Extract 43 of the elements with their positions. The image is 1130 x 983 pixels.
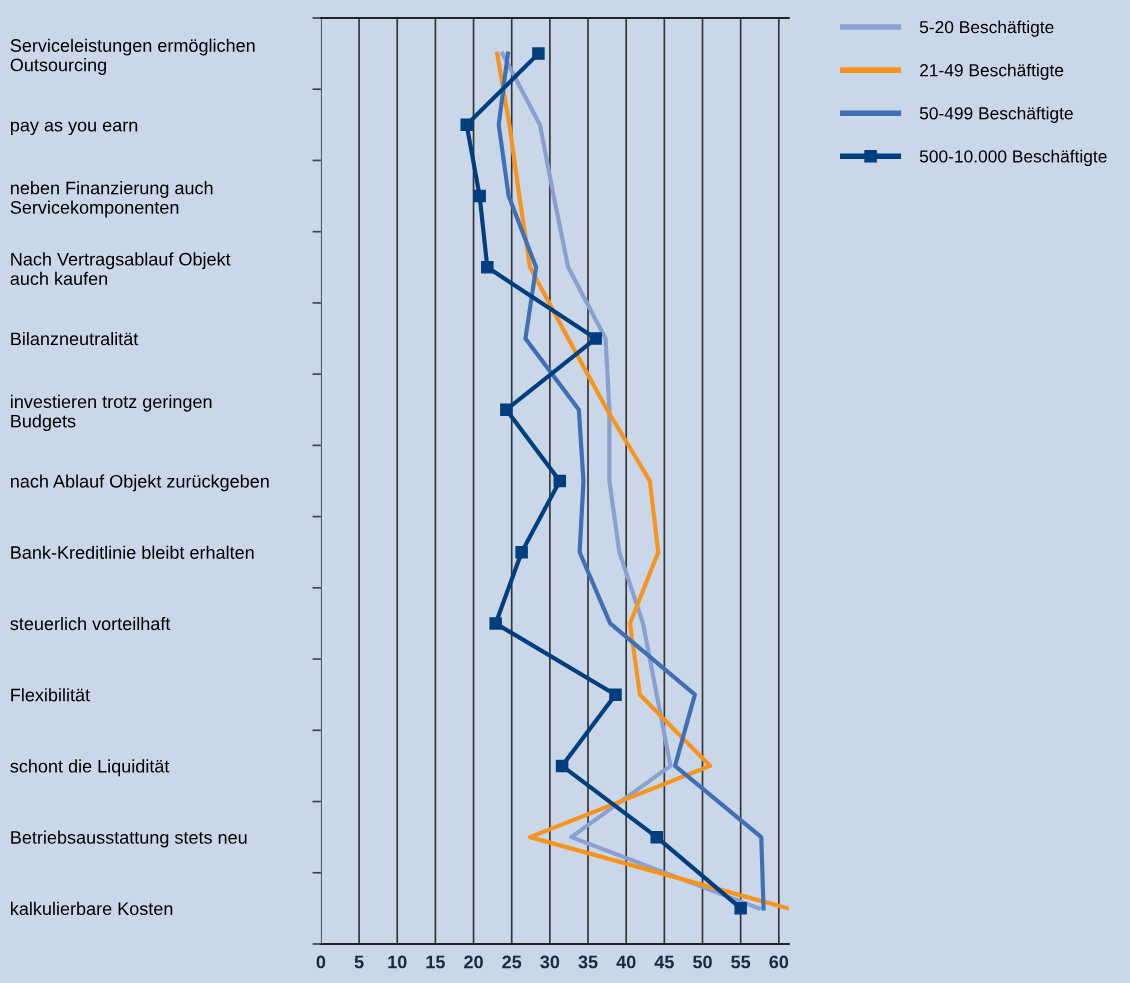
x-tick-label: 15	[426, 955, 445, 969]
y-tick-label: Nach Vertragsablauf Objekt auch kaufen	[10, 252, 231, 286]
point	[555, 759, 569, 773]
y-tick-label: neben Finanzierung auch Servicekomponenten	[10, 181, 213, 218]
point	[589, 332, 602, 345]
x-tick-label: 30	[540, 955, 560, 969]
legend-label: 500-10.000 Beschäftigte	[919, 149, 1107, 166]
point	[553, 474, 567, 488]
y-tick-label: steuerlich vorteilhaft	[10, 616, 171, 631]
y-tick-label: Bank-Kreditlinie bleibt erhalten	[11, 545, 254, 559]
x-tick-label: 45	[654, 955, 674, 969]
x-tick-label: 5	[354, 955, 364, 969]
x-tick-label: 35	[578, 955, 598, 969]
y-tick-label: investieren trotz geringen Budgets	[11, 394, 212, 432]
y-tick-label: schont die Liquidität	[10, 759, 170, 777]
point	[489, 617, 502, 630]
y-tick-label: Betriebsausstattung stets neu	[11, 830, 247, 848]
point	[515, 545, 528, 559]
x-tick-label: 10	[388, 955, 407, 969]
x-tick-label: 20	[464, 955, 483, 969]
point	[500, 403, 513, 417]
x-tick-label: 40	[616, 955, 636, 969]
x-tick-label: 0	[316, 955, 326, 969]
point	[481, 261, 494, 274]
y-tick-label: nach Ablauf Objekt zurückgeben	[11, 474, 269, 492]
legend-label: 50-499 Beschäftigte	[919, 106, 1073, 123]
point	[460, 118, 473, 132]
y-tick-label: Bilanzneutralität	[11, 331, 139, 346]
point	[734, 902, 747, 915]
y-tick-label: Serviceleistungen ermöglichen Outsourcing	[10, 38, 255, 75]
point	[609, 688, 622, 701]
point	[473, 189, 486, 203]
point	[532, 47, 545, 60]
legend-label: 5-20 Beschäftigte	[919, 20, 1054, 37]
x-tick-label: 60	[769, 955, 789, 969]
y-tick-label: kalkulierbare Kosten	[11, 901, 173, 916]
x-tick-label: 50	[693, 955, 712, 969]
legend-label: 21-49 Beschäftigte	[920, 63, 1064, 80]
point	[650, 830, 663, 844]
y-tick-label: pay as you earn	[10, 121, 138, 136]
x-tick-label: 55	[731, 955, 751, 969]
y-tick-label: Flexibilität	[11, 688, 90, 702]
x-tick-label: 25	[502, 955, 522, 969]
